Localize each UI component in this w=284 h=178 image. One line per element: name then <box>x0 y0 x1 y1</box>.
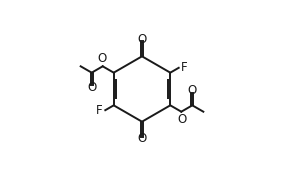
Text: O: O <box>87 81 96 94</box>
Text: O: O <box>178 113 187 126</box>
Text: O: O <box>137 132 147 145</box>
Text: F: F <box>181 61 188 74</box>
Text: O: O <box>188 84 197 97</box>
Text: O: O <box>137 33 147 46</box>
Text: O: O <box>97 52 106 65</box>
Text: F: F <box>96 104 103 117</box>
